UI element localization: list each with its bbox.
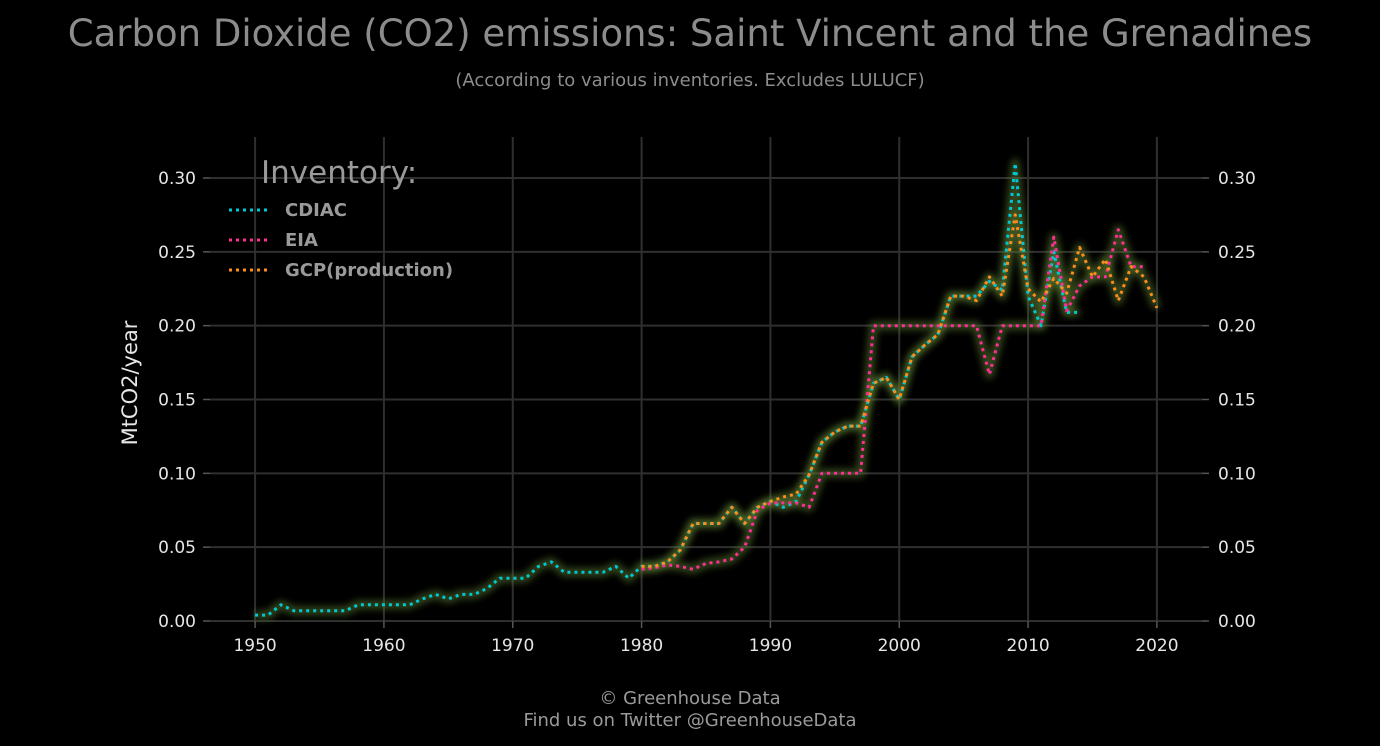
- axis-ticks: 1950 1960 1970 1980 1990 2000 2010 2020 0.00 0.00…: [158, 169, 1256, 656]
- x-tick-label: 1960: [362, 636, 405, 656]
- y-tick-label-left: 0.10: [158, 464, 196, 484]
- legend-title: Inventory:: [261, 155, 417, 191]
- y-tick-label-right: 0.10: [1218, 464, 1256, 484]
- y-tick-label-left: 0.00: [158, 612, 196, 632]
- series-line-gcp-production-: [641, 213, 1159, 568]
- y-tick-label-left: 0.30: [158, 169, 196, 189]
- y-axis-label: MtCO2/year: [118, 320, 142, 445]
- series-line-eia: [641, 228, 1144, 571]
- y-tick-label-right: 0.25: [1218, 243, 1256, 263]
- x-tick-label: 2020: [1135, 636, 1178, 656]
- grid-lines: [210, 137, 1202, 622]
- x-tick-label: 1990: [749, 636, 792, 656]
- x-tick-label: 1970: [491, 636, 534, 656]
- legend-label: EIA: [285, 230, 318, 251]
- x-tick-label: 1980: [620, 636, 663, 656]
- y-tick-label-right: 0.00: [1218, 612, 1256, 632]
- legend-label: GCP(production): [285, 260, 453, 281]
- y-tick-label-left: 0.20: [158, 317, 196, 337]
- y-tick-label-right: 0.15: [1218, 391, 1256, 411]
- legend: Inventory: CDIAC EIA GCP(production): [229, 155, 453, 281]
- x-tick-label: 2010: [1006, 636, 1049, 656]
- y-tick-label-left: 0.25: [158, 243, 196, 263]
- chart-title: Carbon Dioxide (CO2) emissions: Saint Vi…: [68, 12, 1312, 55]
- footer-copyright: © Greenhouse Data: [599, 688, 780, 709]
- x-tick-label: 2000: [878, 636, 921, 656]
- x-tick-label: 1950: [233, 636, 276, 656]
- y-tick-label-right: 0.30: [1218, 169, 1256, 189]
- footer-twitter: Find us on Twitter @GreenhouseData: [523, 710, 856, 731]
- chart-subtitle: (According to various inventories. Exclu…: [455, 70, 924, 91]
- legend-label: CDIAC: [285, 200, 347, 221]
- y-tick-label-left: 0.15: [158, 391, 196, 411]
- y-tick-label-left: 0.05: [158, 538, 196, 558]
- series-lines: [255, 161, 1159, 617]
- y-tick-label-right: 0.05: [1218, 538, 1256, 558]
- y-tick-label-right: 0.20: [1218, 317, 1256, 337]
